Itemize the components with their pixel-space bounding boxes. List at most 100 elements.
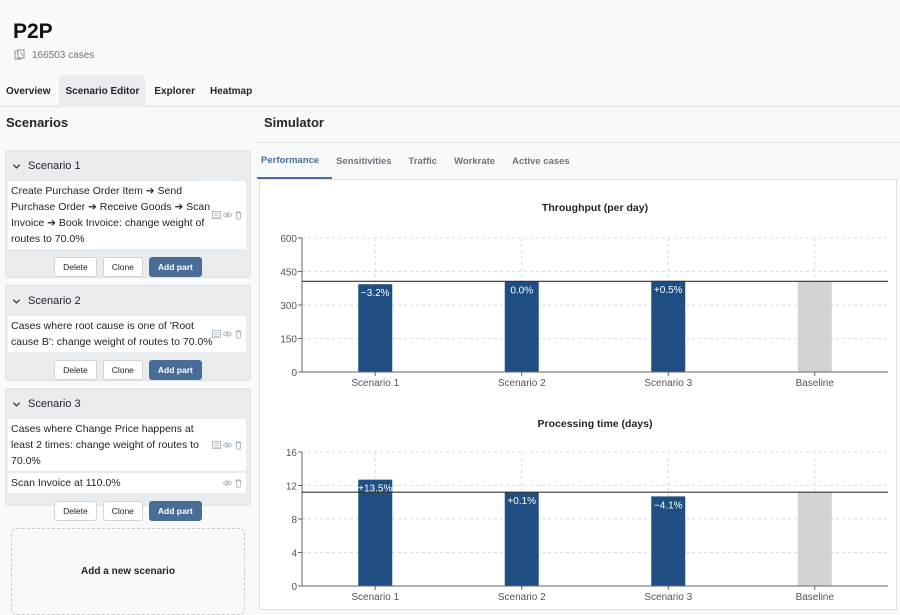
- trash-icon[interactable]: [234, 330, 243, 339]
- scenario-actions: Delete Clone Add part: [6, 495, 250, 528]
- simulator-tabs: Performance Sensitivities Traffic Workra…: [257, 143, 583, 179]
- scenario-header[interactable]: Scenario 2: [6, 286, 250, 316]
- clone-button[interactable]: Clone: [102, 501, 143, 521]
- x-tick-label: Baseline: [796, 378, 835, 389]
- simulator-panel: Simulator Performance Sensitivities Traf…: [257, 107, 900, 615]
- chart-1: Throughput (per day) 0 150 300 450 600 −3.2% Sc…: [280, 202, 888, 389]
- scenario-part-text: Cases where Change Price happens at leas…: [11, 423, 199, 467]
- scenario-name: Scenario 3: [28, 398, 81, 410]
- part-actions: [212, 329, 243, 339]
- case-count: 166503 cases: [14, 49, 94, 61]
- scenario-name: Scenario 1: [28, 160, 81, 172]
- y-tick-label: 16: [286, 448, 298, 459]
- eye-icon[interactable]: [223, 211, 232, 220]
- scenario-card-1: Scenario 1 Create Purchase Order Item ➔ …: [5, 150, 251, 278]
- data-label: −4.1%: [654, 500, 683, 511]
- x-tick-label: Scenario 2: [498, 378, 546, 389]
- x-tick-label: Scenario 1: [351, 378, 399, 389]
- add-scenario-button[interactable]: Add a new scenario: [11, 528, 245, 615]
- tab-workrate[interactable]: Workrate: [454, 155, 496, 167]
- app-header: P2P 166503 cases Overview Scenario Edito…: [0, 0, 900, 107]
- chevron-down-icon[interactable]: [12, 297, 21, 306]
- scenario-part: Cases where root cause is one of 'Root c…: [8, 316, 246, 352]
- y-tick-label: 4: [291, 549, 297, 560]
- list-icon[interactable]: [212, 210, 221, 220]
- scenario-part-text: Scan Invoice at 110.0%: [11, 477, 121, 489]
- performance-charts: Throughput (per day) 0 150 300 450 600 −3.2% Sc…: [259, 179, 897, 610]
- data-label: +13.5%: [358, 484, 392, 495]
- tab-heatmap[interactable]: Heatmap: [209, 85, 253, 97]
- add-part-button[interactable]: Add part: [148, 501, 202, 521]
- app-title: P2P: [13, 20, 53, 43]
- y-tick-label: 8: [291, 515, 297, 526]
- y-tick-label: 12: [286, 482, 298, 493]
- y-tick-label: 0: [291, 368, 297, 379]
- simulator-title: Simulator: [264, 115, 324, 130]
- tab-traffic[interactable]: Traffic: [408, 155, 438, 167]
- scenario-header[interactable]: Scenario 1: [6, 151, 250, 181]
- scenario-actions: Delete Clone Add part: [6, 251, 250, 284]
- tab-sensitivities[interactable]: Sensitivities: [336, 155, 392, 167]
- scenario-part-text: Cases where root cause is one of 'Root c…: [11, 320, 213, 348]
- bar: [797, 492, 832, 586]
- list-icon[interactable]: [212, 440, 221, 450]
- chevron-down-icon[interactable]: [12, 162, 21, 171]
- scenario-actions: Delete Clone Add part: [6, 354, 250, 387]
- tab-active-cases[interactable]: Active cases: [512, 155, 570, 167]
- add-scenario-label: Add a new scenario: [81, 566, 175, 577]
- scenario-part: Scan Invoice at 110.0%: [8, 473, 246, 493]
- scenario-card-2: Scenario 2 Cases where root cause is one…: [5, 285, 251, 381]
- x-tick-label: Scenario 3: [644, 378, 692, 389]
- chart-title: Processing time (days): [538, 418, 653, 430]
- delete-button[interactable]: Delete: [54, 257, 97, 277]
- scenario-card-3: Scenario 3 Cases where Change Price happ…: [5, 388, 251, 521]
- part-actions: [223, 479, 243, 488]
- clone-button[interactable]: Clone: [102, 257, 143, 277]
- x-tick-label: Baseline: [796, 592, 835, 603]
- bar: [358, 479, 393, 586]
- main-tabs: Overview Scenario Editor Explorer Heatma…: [0, 75, 261, 107]
- scenario-name: Scenario 2: [28, 295, 81, 307]
- y-tick-label: 600: [280, 234, 297, 245]
- scenario-part: Create Purchase Order Item ➔ Send Purcha…: [8, 181, 246, 249]
- part-actions: [212, 440, 243, 450]
- scenarios-panel: Scenarios Scenario 1 Create Purchase Ord…: [0, 107, 257, 615]
- delete-button[interactable]: Delete: [54, 501, 97, 521]
- scenario-part-text: Create Purchase Order Item ➔ Send Purcha…: [11, 185, 211, 245]
- tab-overview[interactable]: Overview: [6, 85, 51, 97]
- bar: [797, 281, 832, 372]
- delete-button[interactable]: Delete: [54, 360, 97, 380]
- bar: [358, 284, 393, 372]
- scenario-part: Cases where Change Price happens at leas…: [8, 419, 246, 471]
- tab-performance[interactable]: Performance: [257, 143, 333, 179]
- bar: [651, 280, 686, 372]
- trash-icon[interactable]: [234, 441, 243, 450]
- eye-icon[interactable]: [223, 479, 232, 488]
- y-tick-label: 150: [280, 335, 297, 346]
- data-label: −3.2%: [361, 288, 390, 299]
- chevron-down-icon[interactable]: [12, 400, 21, 409]
- trash-icon[interactable]: [234, 211, 243, 220]
- eye-icon[interactable]: [223, 441, 232, 450]
- y-tick-label: 450: [280, 268, 297, 279]
- list-icon[interactable]: [212, 329, 221, 339]
- trash-icon[interactable]: [234, 479, 243, 488]
- add-part-button[interactable]: Add part: [148, 360, 202, 380]
- bar: [651, 496, 686, 586]
- tab-explorer[interactable]: Explorer: [154, 85, 195, 97]
- y-tick-label: 0: [291, 582, 297, 593]
- data-label: 0.0%: [510, 285, 533, 296]
- divider: [257, 142, 900, 143]
- bar: [504, 281, 539, 372]
- chart-2: Processing time (days) 0 4 8 12 16 +13.5% Scena…: [286, 418, 888, 603]
- tab-scenario-editor[interactable]: Scenario Editor: [59, 75, 146, 107]
- data-label: +0.1%: [507, 496, 536, 507]
- cases-icon: [14, 49, 25, 60]
- add-part-button[interactable]: Add part: [148, 257, 202, 277]
- scenario-header[interactable]: Scenario 3: [6, 389, 250, 419]
- part-actions: [212, 210, 243, 220]
- clone-button[interactable]: Clone: [102, 360, 143, 380]
- x-tick-label: Scenario 3: [644, 592, 692, 603]
- eye-icon[interactable]: [223, 330, 232, 339]
